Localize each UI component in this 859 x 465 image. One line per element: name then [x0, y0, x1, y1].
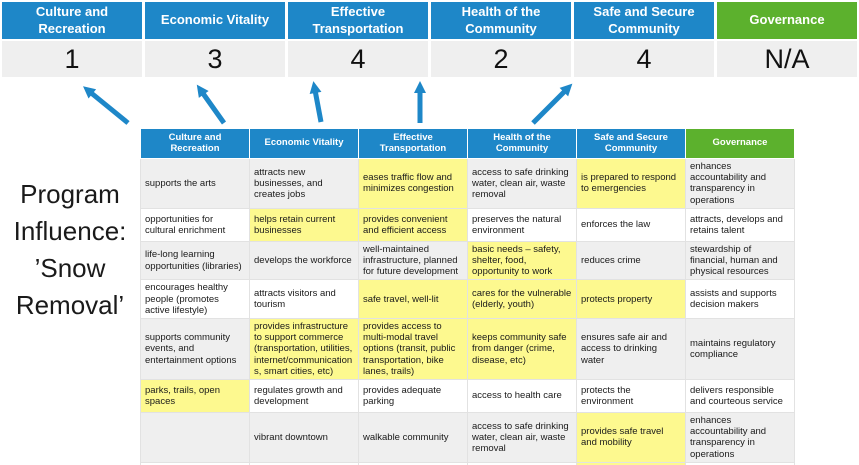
- influence-matrix: Culture and Recreation Economic Vitality E…: [140, 128, 795, 465]
- up-left-arrow-icon: [196, 84, 227, 125]
- matrix-cell: provides adequate parking: [358, 379, 468, 414]
- category-header-4: Health of the Community: [431, 2, 571, 39]
- category-header-2: Economic Vitality: [145, 2, 285, 39]
- category-header-3: Effective Transportation: [288, 2, 428, 39]
- program-influence-title: Program Influence: ’Snow Removal’: [0, 176, 140, 324]
- matrix-row-4: encourages healthy people (promotes acti…: [140, 279, 795, 320]
- matrix-row-8: looks after it’s most vulnerable: [140, 461, 795, 465]
- matrix-row-2: opportunities for cultural enrichment hel…: [140, 207, 795, 242]
- matrix-cell: supports the arts: [140, 158, 250, 209]
- category-score-2: 3: [145, 41, 285, 77]
- matrix-cell: attracts new businesses, and creates job…: [249, 158, 359, 209]
- matrix-cell: protects the environment: [576, 379, 686, 414]
- matrix-col-header-2: Economic Vitality: [249, 128, 359, 159]
- title-line: ’Snow: [34, 253, 106, 283]
- matrix-cell: access to safe drinking water, clean air…: [467, 158, 577, 209]
- matrix-cell-highlighted: eases traffic flow and minimizes congest…: [358, 158, 468, 209]
- matrix-cell-highlighted: helps retain current businesses: [249, 207, 359, 242]
- matrix-cell: [685, 461, 795, 465]
- matrix-cell: assists and supports decision makers: [685, 279, 795, 320]
- matrix-cell: vibrant downtown: [249, 412, 359, 463]
- matrix-cell: develops the workforce: [249, 240, 359, 281]
- matrix-cell: reduces crime: [576, 240, 686, 281]
- matrix-cell: stewardship of financial, human and phys…: [685, 240, 795, 281]
- matrix-cell: ensures safe air and access to drinking …: [576, 318, 686, 381]
- category-score-1: 1: [2, 41, 142, 77]
- matrix-row-6: parks, trails, open spaces regulates grow…: [140, 379, 795, 414]
- up-left-arrow-icon: [83, 86, 130, 125]
- matrix-cell-highlighted: is prepared to respond to emergencies: [576, 158, 686, 209]
- matrix-cell: enhances accountability and transparency…: [685, 158, 795, 209]
- category-score-5: 4: [574, 41, 714, 77]
- matrix-cell: enhances accountability and transparency…: [685, 412, 795, 463]
- matrix-cell-highlighted: provides infrastructure to support comme…: [249, 318, 359, 381]
- influence-matrix-wrap: Culture and Recreation Economic Vitality E…: [140, 128, 795, 465]
- matrix-cell-highlighted: provides access to multi-modal travel op…: [358, 318, 468, 381]
- matrix-cell: encourages healthy people (promotes acti…: [140, 279, 250, 320]
- matrix-col-header-3: Effective Transportation: [358, 128, 468, 159]
- matrix-cell: enforces the law: [576, 207, 686, 242]
- matrix-cell: attracts, develops and retains talent: [685, 207, 795, 242]
- matrix-cell-highlighted: safe travel, well-lit: [358, 279, 468, 320]
- matrix-cell-highlighted: provides convenient and efficient access: [358, 207, 468, 242]
- category-header-6: Governance: [717, 2, 857, 39]
- matrix-cell-highlighted: basic needs – safety, shelter, food, opp…: [467, 240, 577, 281]
- title-line: Removal’: [15, 290, 125, 320]
- matrix-col-header-1: Culture and Recreation: [140, 128, 250, 159]
- matrix-cell: opportunities for cultural enrichment: [140, 207, 250, 242]
- matrix-cell: regulates growth and development: [249, 379, 359, 414]
- matrix-cell: supports community events, and entertain…: [140, 318, 250, 381]
- matrix-cell: access to health care: [467, 379, 577, 414]
- title-line: Program: [20, 179, 120, 209]
- category-header-5: Safe and Secure Community: [574, 2, 714, 39]
- matrix-row-3: life-long learning opportunities (librar…: [140, 240, 795, 281]
- up-right-arrow-icon: [531, 83, 573, 125]
- matrix-row-5: supports community events, and entertain…: [140, 318, 795, 381]
- scoreboard: Culture and Recreation 1 Economic Vitality…: [2, 2, 857, 77]
- title-line: Influence:: [13, 216, 127, 246]
- matrix-cell: preserves the natural environment: [467, 207, 577, 242]
- matrix-cell: access to safe drinking water, clean air…: [467, 412, 577, 463]
- matrix-cell: maintains regulatory compliance: [685, 318, 795, 381]
- category-score-4: 2: [431, 41, 571, 77]
- matrix-cell: delivers responsible and courteous servi…: [685, 379, 795, 414]
- matrix-cell-highlighted: parks, trails, open spaces: [140, 379, 250, 414]
- matrix-row-1: supports the arts attracts new businesses…: [140, 158, 795, 209]
- category-score-6: N/A: [717, 41, 857, 77]
- matrix-cell-highlighted: provides safe travel and mobility: [576, 412, 686, 463]
- matrix-cell: walkable community: [358, 412, 468, 463]
- category-header-1: Culture and Recreation: [2, 2, 142, 39]
- arrows-layer: [83, 81, 573, 125]
- matrix-cell: well-maintained infrastructure, planned …: [358, 240, 468, 281]
- up-arrow-icon: [309, 81, 324, 123]
- matrix-header-row: Culture and Recreation Economic Vitality E…: [140, 128, 795, 159]
- matrix-cell-highlighted: protects property: [576, 279, 686, 320]
- matrix-cell-highlighted: cares for the vulnerable (elderly, youth…: [467, 279, 577, 320]
- matrix-col-header-5: Safe and Secure Community: [576, 128, 686, 159]
- matrix-cell: life-long learning opportunities (librar…: [140, 240, 250, 281]
- matrix-cell-highlighted: keeps community safe from danger (crime,…: [467, 318, 577, 381]
- matrix-col-header-4: Health of the Community: [467, 128, 577, 159]
- matrix-cell: [140, 412, 250, 463]
- category-score-3: 4: [288, 41, 428, 77]
- matrix-col-header-6: Governance: [685, 128, 795, 159]
- matrix-row-7: vibrant downtown walkable community access…: [140, 412, 795, 463]
- matrix-cell: attracts visitors and tourism: [249, 279, 359, 320]
